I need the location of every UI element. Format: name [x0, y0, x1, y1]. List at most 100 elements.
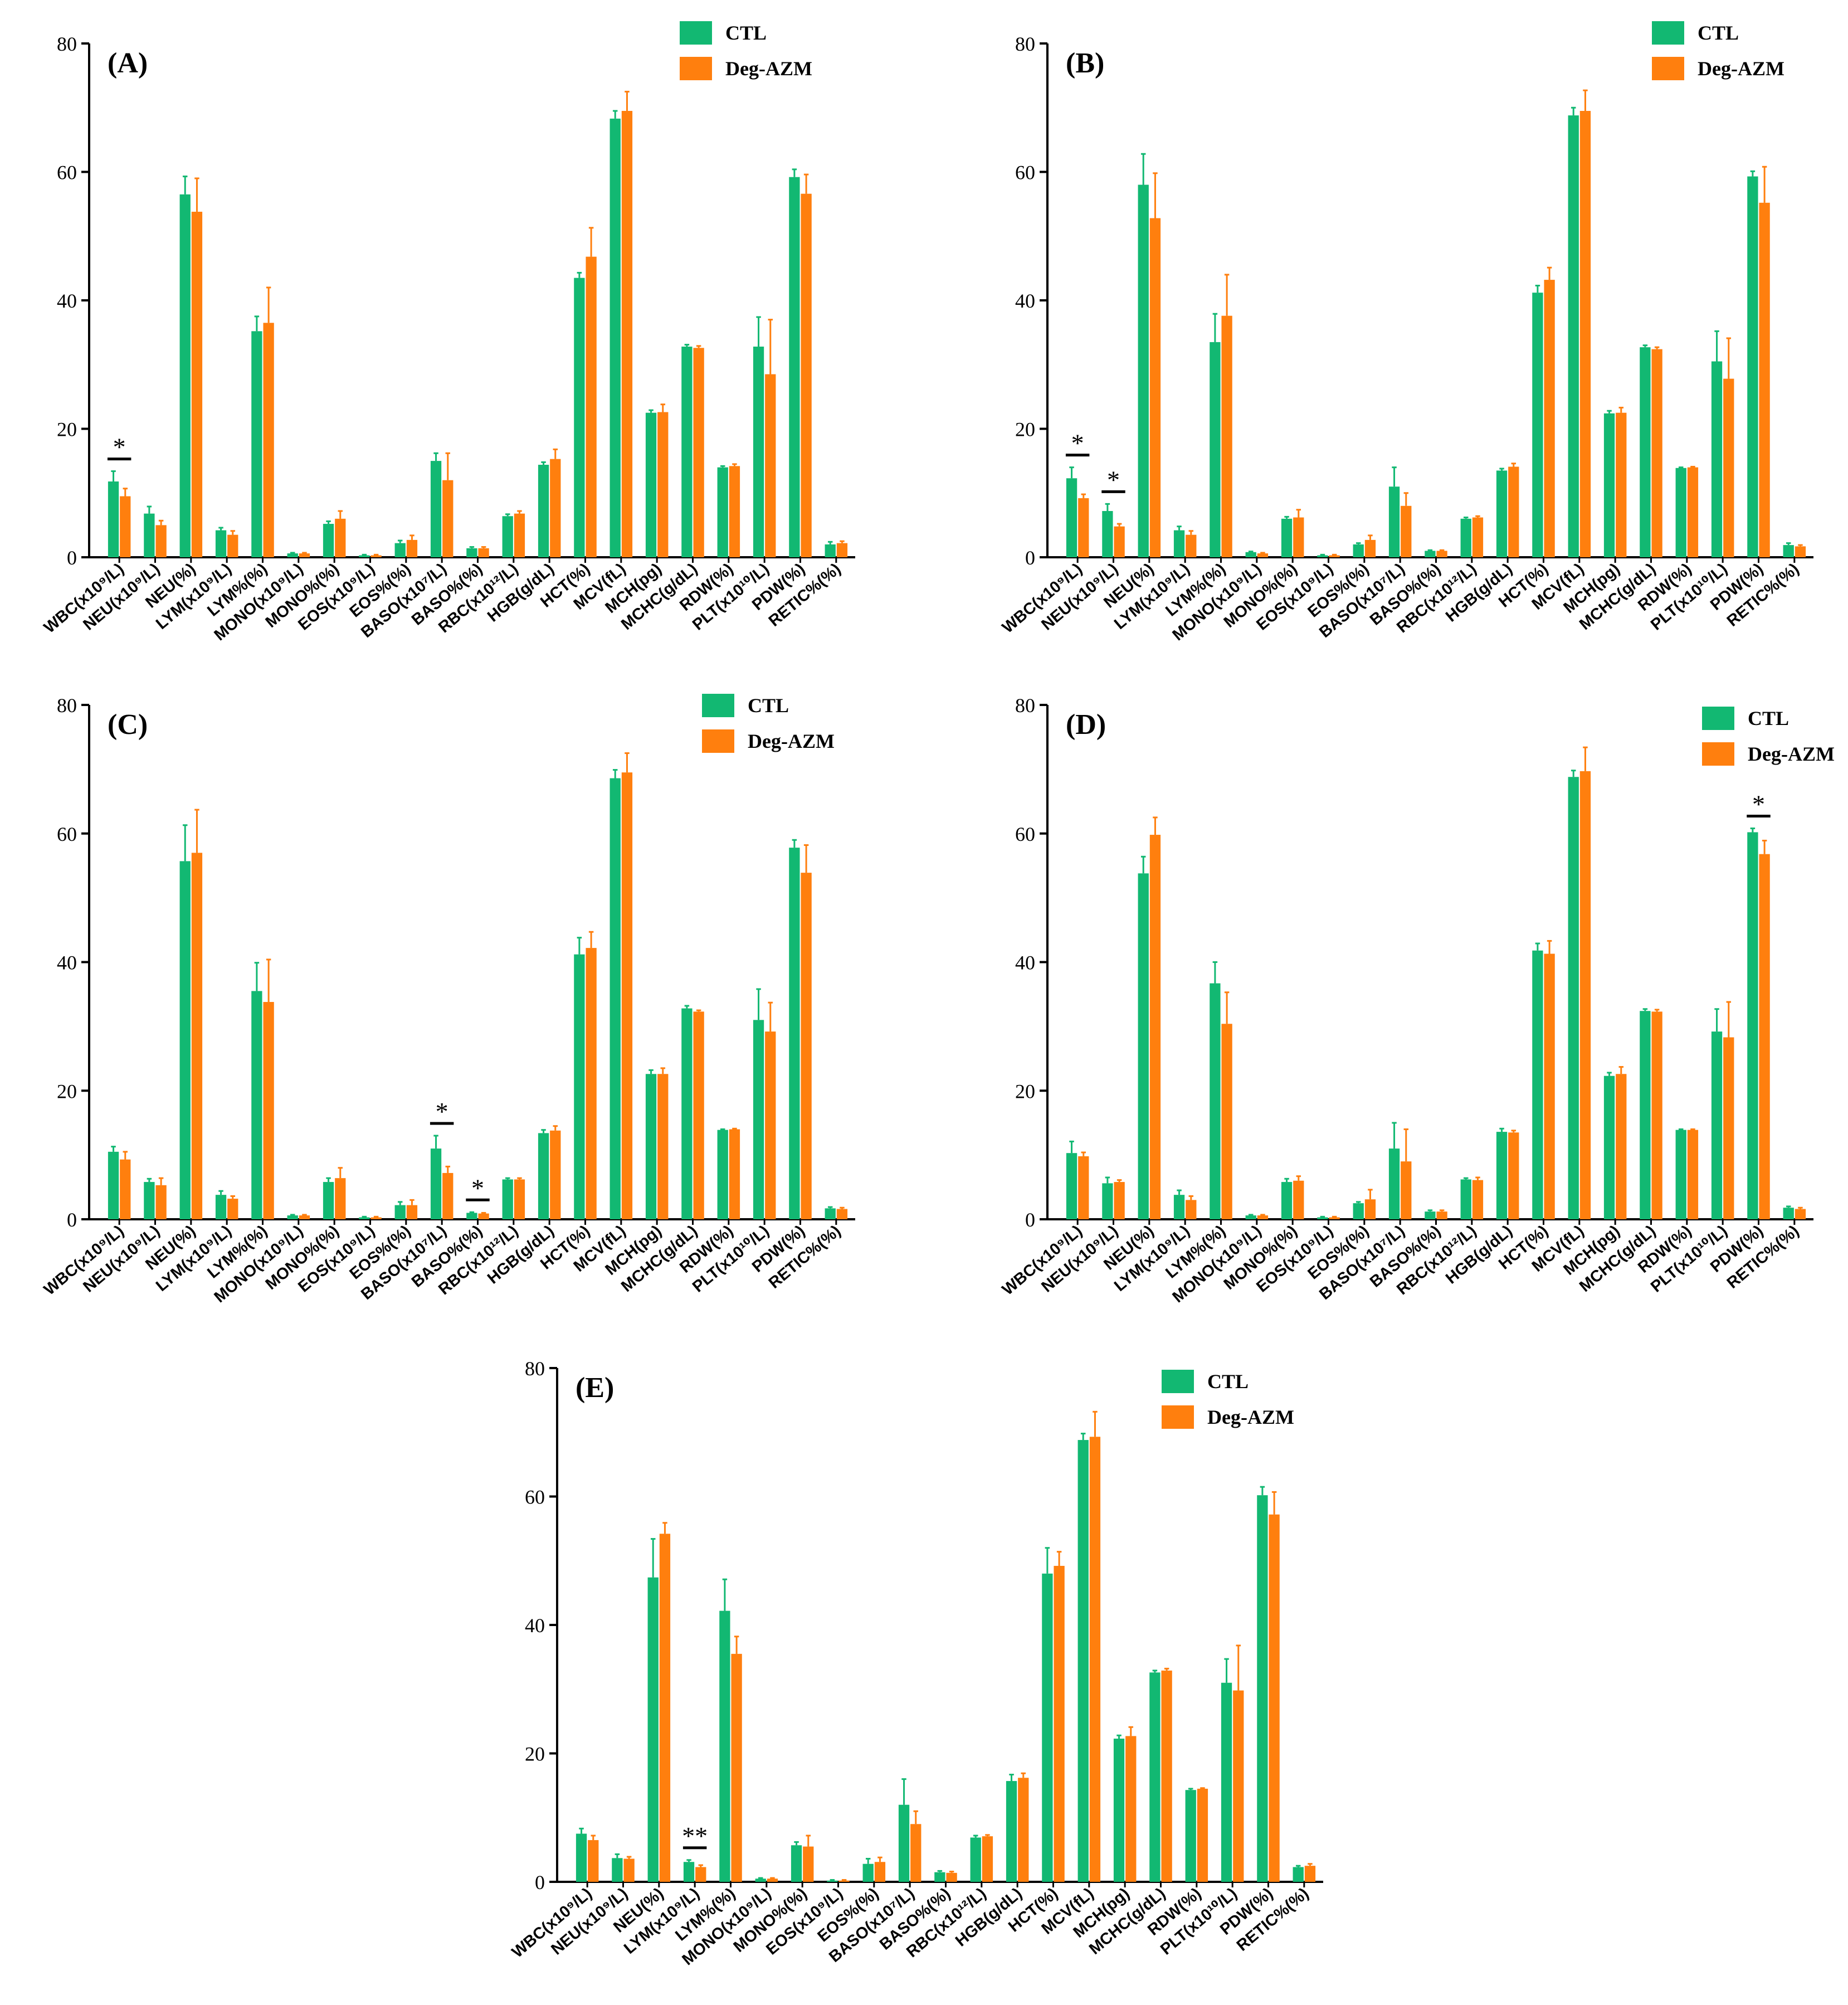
bar-deg-azm-0	[120, 496, 131, 557]
bar-deg-azm-11	[982, 1836, 993, 1882]
significance-label: *	[1107, 465, 1120, 494]
bar-ctl-8	[1353, 1203, 1364, 1219]
bar-ctl-10	[934, 1872, 945, 1882]
bar-deg-azm-17	[1687, 467, 1699, 557]
significance-label: *	[113, 433, 126, 461]
y-tick-label: 0	[535, 1871, 545, 1894]
bar-ctl-10	[466, 548, 477, 557]
bar-ctl-4	[1210, 983, 1221, 1219]
bar-ctl-19	[1747, 176, 1758, 557]
bar-deg-azm-12	[1508, 1132, 1519, 1219]
bar-ctl-10	[1425, 1211, 1436, 1219]
bar-ctl-8	[394, 543, 406, 557]
bar-deg-azm-15	[657, 412, 669, 557]
legend-label-deg-azm: Deg-AZM	[1207, 1406, 1294, 1428]
bar-ctl-13	[1532, 293, 1543, 557]
bar-ctl-0	[1066, 1153, 1077, 1219]
bar-ctl-16	[681, 1008, 693, 1219]
bar-ctl-5	[1245, 1215, 1256, 1219]
bar-ctl-3	[215, 530, 227, 557]
bar-ctl-15	[1603, 413, 1615, 557]
y-tick-label: 60	[1015, 162, 1035, 184]
bar-ctl-15	[645, 1074, 657, 1219]
bar-ctl-5	[287, 553, 298, 557]
bar-ctl-3	[1173, 1195, 1185, 1219]
bar-deg-azm-8	[1364, 539, 1376, 557]
bar-ctl-0	[108, 1151, 119, 1219]
chart-panel-c: 020406080WBC(x10⁹/L)NEU(x10⁹/L)NEU(%)LYM…	[41, 694, 855, 1306]
chart-panel-a: 020406080WBC(x10⁹/L)NEU(x10⁹/L)NEU(%)LYM…	[41, 21, 855, 644]
bar-ctl-1	[1102, 511, 1113, 557]
y-tick-label: 0	[1025, 547, 1035, 569]
y-tick-label: 80	[1015, 694, 1035, 717]
bar-deg-azm-18	[1233, 1690, 1244, 1882]
bar-ctl-17	[1185, 1790, 1196, 1882]
bar-ctl-18	[753, 1020, 764, 1219]
bar-deg-azm-20	[1795, 546, 1806, 557]
bar-ctl-9	[1388, 1149, 1400, 1219]
legend-swatch-deg-azm	[1702, 742, 1734, 766]
bar-ctl-4	[1210, 342, 1221, 557]
bar-ctl-11	[970, 1837, 981, 1882]
bar-deg-azm-3	[227, 1199, 238, 1219]
bar-deg-azm-18	[1723, 1037, 1734, 1219]
bar-deg-azm-7	[370, 1217, 382, 1219]
bar-ctl-12	[1006, 1781, 1017, 1882]
bar-deg-azm-17	[729, 466, 740, 557]
bar-deg-azm-5	[299, 1215, 310, 1219]
bar-deg-azm-5	[299, 553, 310, 557]
bar-ctl-20	[825, 1208, 836, 1219]
bar-ctl-9	[430, 1149, 442, 1219]
bar-deg-azm-4	[263, 1002, 274, 1219]
bar-ctl-6	[1281, 518, 1293, 557]
bar-deg-azm-5	[1257, 553, 1269, 557]
y-tick-label: 20	[1015, 418, 1035, 441]
bar-deg-azm-16	[693, 1011, 704, 1219]
significance-label: *	[1071, 429, 1084, 458]
bar-ctl-8	[862, 1863, 874, 1882]
bar-deg-azm-6	[803, 1846, 814, 1882]
chart-panel-d: 020406080WBC(x10⁹/L)NEU(x10⁹/L)NEU(%)LYM…	[999, 694, 1835, 1306]
bar-deg-azm-3	[1186, 534, 1197, 557]
bar-deg-azm-13	[1054, 1565, 1065, 1882]
y-tick-label: 40	[525, 1614, 545, 1637]
bar-deg-azm-1	[155, 1185, 167, 1219]
bar-deg-azm-1	[1114, 1182, 1125, 1219]
bar-deg-azm-2	[659, 1534, 671, 1882]
bar-ctl-9	[430, 461, 442, 557]
y-tick-label: 40	[1015, 290, 1035, 312]
bar-deg-azm-15	[1616, 412, 1627, 557]
y-tick-label: 60	[57, 162, 77, 184]
bar-deg-azm-20	[1304, 1866, 1316, 1882]
bar-deg-azm-19	[801, 873, 812, 1219]
bar-ctl-13	[574, 278, 585, 557]
bar-deg-azm-16	[1651, 349, 1662, 557]
bar-deg-azm-16	[1161, 1670, 1172, 1882]
bar-deg-azm-0	[588, 1840, 599, 1882]
bar-deg-azm-14	[1089, 1437, 1101, 1882]
bar-deg-azm-6	[1293, 1180, 1304, 1219]
y-tick-label: 60	[1015, 823, 1035, 845]
y-tick-label: 0	[1025, 1209, 1035, 1231]
bar-deg-azm-13	[586, 256, 597, 557]
bar-ctl-14	[1568, 777, 1579, 1219]
bar-deg-azm-17	[1687, 1130, 1699, 1219]
y-tick-label: 80	[57, 33, 77, 55]
bar-ctl-13	[1042, 1573, 1053, 1882]
bar-deg-azm-9	[442, 1172, 454, 1219]
bar-ctl-18	[1221, 1682, 1232, 1882]
legend-label-deg-azm: Deg-AZM	[748, 730, 835, 752]
bar-ctl-12	[538, 1133, 549, 1219]
legend-label-deg-azm: Deg-AZM	[725, 57, 812, 80]
bar-ctl-16	[1149, 1672, 1161, 1882]
bar-deg-azm-6	[335, 518, 346, 557]
bar-ctl-10	[1425, 551, 1436, 557]
bar-deg-azm-14	[1579, 771, 1591, 1219]
bar-deg-azm-12	[1018, 1778, 1029, 1882]
bar-ctl-6	[323, 1182, 334, 1219]
bar-deg-azm-10	[478, 548, 489, 557]
bar-deg-azm-14	[1579, 111, 1591, 557]
bar-deg-azm-10	[1436, 551, 1447, 557]
bar-ctl-11	[502, 516, 513, 557]
